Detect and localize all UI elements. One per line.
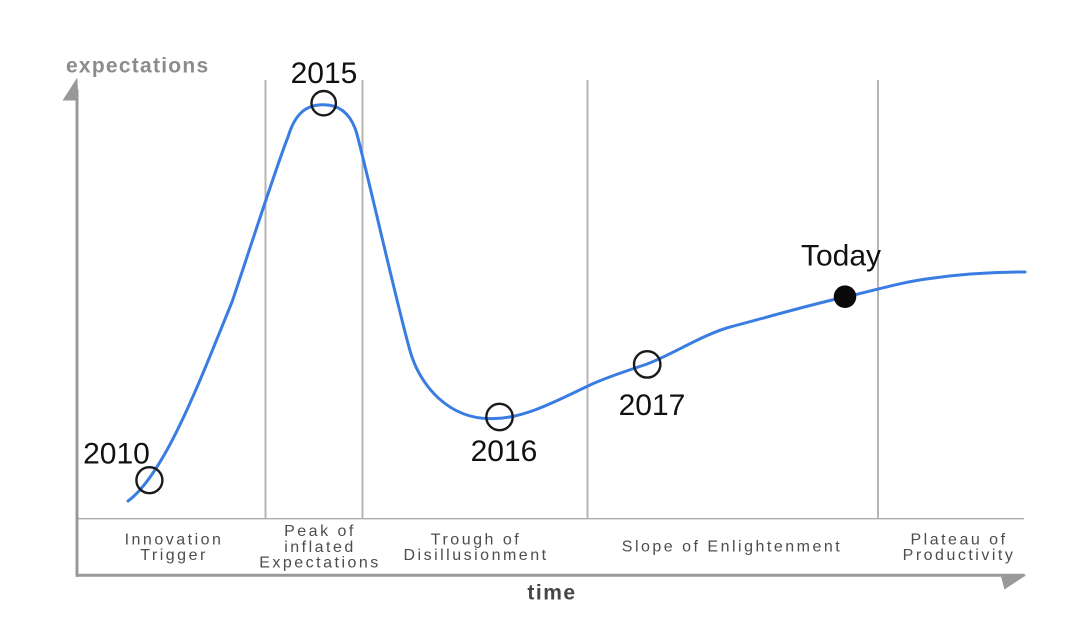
svg-text:inflated: inflated — [284, 539, 356, 556]
svg-text:Today: Today — [801, 240, 881, 273]
svg-text:Innovation: Innovation — [125, 531, 224, 548]
svg-text:2015: 2015 — [291, 57, 358, 90]
svg-text:expectations: expectations — [66, 55, 209, 78]
svg-text:Disillusionment: Disillusionment — [403, 547, 548, 564]
svg-text:2010: 2010 — [83, 438, 150, 471]
svg-text:2016: 2016 — [471, 435, 538, 468]
svg-text:2017: 2017 — [619, 389, 686, 422]
svg-text:Slope of Enlightenment: Slope of Enlightenment — [622, 539, 842, 556]
svg-text:time: time — [527, 582, 576, 605]
svg-text:Expectations: Expectations — [259, 555, 381, 572]
svg-text:Plateau of: Plateau of — [910, 531, 1007, 548]
svg-text:Peak of: Peak of — [284, 523, 356, 540]
svg-text:Trigger: Trigger — [140, 547, 208, 564]
svg-text:Productivity: Productivity — [903, 547, 1016, 564]
svg-text:Trough of: Trough of — [431, 531, 521, 548]
